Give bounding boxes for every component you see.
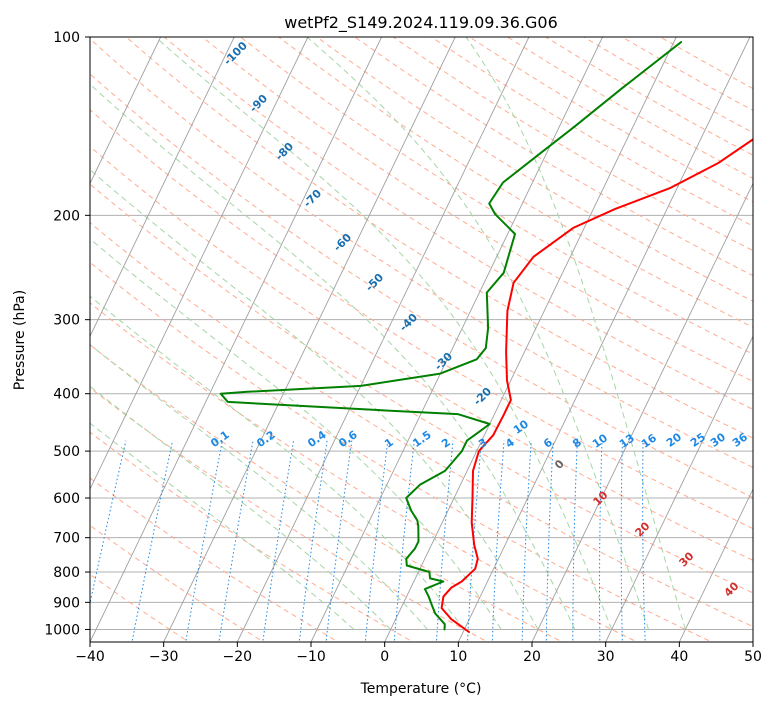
- y-tick-label: 500: [53, 444, 80, 460]
- y-tick-label: 1000: [44, 622, 80, 638]
- y-tick-label: 600: [53, 491, 80, 507]
- chart-title: wetPf2_S149.2024.119.09.36.G06: [284, 13, 558, 33]
- x-tick-label: 30: [597, 649, 615, 665]
- y-axis-label: Pressure (hPa): [12, 290, 28, 390]
- y-tick-label: 700: [53, 531, 80, 547]
- y-tick-label: 200: [53, 208, 80, 224]
- y-tick-label: 100: [53, 30, 80, 46]
- y-tick-label: 900: [53, 595, 80, 611]
- y-tick-label: 400: [53, 387, 80, 403]
- x-tick-label: −20: [223, 649, 253, 665]
- x-tick-label: −30: [149, 649, 179, 665]
- x-tick-label: −40: [75, 649, 105, 665]
- x-tick-label: 10: [449, 649, 467, 665]
- x-axis-label: Temperature (°C): [360, 681, 482, 697]
- x-tick-label: 20: [523, 649, 541, 665]
- x-tick-label: 40: [670, 649, 688, 665]
- x-tick-label: −10: [296, 649, 326, 665]
- y-tick-label: 300: [53, 313, 80, 329]
- x-tick-label: 50: [744, 649, 762, 665]
- y-tick-label: 800: [53, 565, 80, 581]
- x-tick-label: 0: [380, 649, 389, 665]
